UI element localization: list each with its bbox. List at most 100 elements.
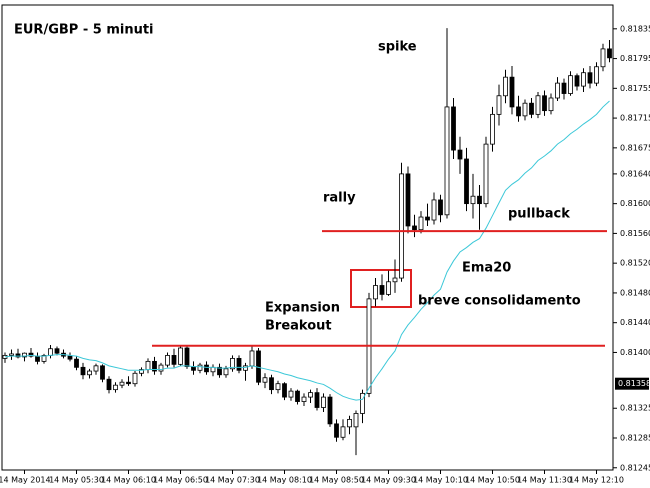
candle-body — [405, 173, 411, 227]
y-tick-label: 0.81480 — [620, 288, 650, 297]
candle-body — [529, 102, 534, 115]
candle-body — [308, 392, 313, 398]
candle-body — [399, 173, 404, 279]
candle-body — [197, 364, 203, 371]
candle-body — [568, 75, 573, 94]
candle-body — [93, 365, 99, 372]
candle-body — [48, 348, 53, 356]
annotation: pullback — [508, 207, 570, 222]
candle-body — [581, 72, 586, 87]
candle-body — [171, 355, 177, 365]
candle-body — [360, 392, 365, 414]
x-tick-label: 14 May 05:30 — [49, 476, 104, 485]
y-tick-label: 0.81520 — [620, 259, 650, 268]
candle-body — [314, 392, 320, 408]
y-tick-label: 0.81600 — [620, 199, 650, 208]
candle-body — [464, 158, 469, 205]
candle-body — [555, 82, 560, 99]
candle-body — [269, 377, 274, 391]
candle-body — [35, 355, 40, 362]
candle-body — [275, 383, 281, 391]
y-tick-label: 0.81560 — [620, 229, 650, 238]
x-tick-label: 14 May 10:10 — [413, 476, 468, 485]
y-tick-label: 0.81325 — [620, 404, 650, 413]
candle-body — [152, 360, 157, 372]
candle-body — [139, 369, 144, 374]
candle-body — [470, 195, 476, 205]
candle-body — [28, 352, 34, 357]
candle-body — [22, 352, 27, 358]
candle-body — [282, 383, 287, 398]
candle-body — [191, 366, 196, 371]
candle-body — [347, 419, 352, 428]
annotation: Expansion — [265, 301, 340, 316]
x-tick-label: 14 May 12:10 — [569, 476, 624, 485]
candle-body — [451, 106, 456, 151]
annotation: Ema20 — [462, 261, 511, 276]
candle-body — [438, 199, 443, 216]
y-tick-label: 0.81795 — [620, 54, 650, 63]
x-tick-label: 14 May 10:50 — [465, 476, 520, 485]
candle-body — [431, 199, 437, 221]
x-tick-label: 14 May 11:30 — [517, 476, 572, 485]
consolidation-box — [350, 269, 412, 308]
candle-body — [223, 368, 229, 376]
candle-body — [113, 384, 118, 391]
candle-body — [288, 390, 294, 398]
candle-body — [594, 66, 599, 84]
current-price-box — [615, 377, 649, 390]
candle-body — [373, 285, 378, 300]
x-tick-label: 14 May 09:30 — [361, 476, 416, 485]
chart-title: EUR/GBP - 5 minuti — [14, 23, 154, 38]
candle-body — [184, 347, 190, 367]
current-price-label: 0.81358 — [618, 379, 650, 388]
candle-body — [119, 381, 125, 386]
candle-body — [15, 353, 21, 358]
x-tick-label: 14 May 07:30 — [205, 476, 260, 485]
x-tick-label: 14 May 06:10 — [101, 476, 156, 485]
annotation: rally — [323, 191, 356, 206]
candle-body — [425, 216, 430, 221]
y-tick-label: 0.81675 — [620, 143, 650, 152]
candle-body — [379, 285, 385, 295]
ema-line — [4, 100, 610, 401]
candle-body — [516, 106, 521, 117]
candle-body — [243, 365, 248, 371]
candle-body — [327, 396, 333, 425]
candle-body — [236, 357, 242, 371]
y-tick-label: 0.81715 — [620, 114, 650, 123]
candle-body — [490, 113, 495, 145]
candle-body — [321, 396, 326, 408]
candle-body — [600, 48, 606, 68]
candle-body — [535, 95, 541, 115]
candle-body — [353, 413, 359, 428]
candle-body — [165, 355, 170, 366]
annotation: Breakout — [265, 319, 332, 334]
candle-body — [386, 281, 391, 295]
candle-body — [178, 347, 183, 365]
candle-body — [210, 366, 216, 373]
candle-body — [483, 143, 489, 205]
candle-body — [67, 355, 73, 360]
candle-body — [587, 72, 593, 84]
candle-body — [262, 377, 268, 383]
candle-body — [217, 366, 222, 376]
candle-body — [41, 355, 47, 362]
candle-body — [54, 348, 60, 354]
candle-body — [561, 82, 567, 94]
candle-body — [87, 370, 92, 376]
y-tick-label: 0.81640 — [620, 169, 650, 178]
candle-body — [249, 350, 255, 367]
x-tick-label: 14 May 08:50 — [309, 476, 364, 485]
candle-body — [80, 366, 86, 376]
candle-body — [457, 149, 463, 160]
candle-body — [444, 106, 450, 216]
y-tick-label: 0.81835 — [620, 24, 650, 33]
candle-body — [106, 378, 112, 391]
candle-body — [132, 372, 138, 385]
annotation: breve consolidamento — [418, 294, 581, 309]
candle-body — [522, 102, 528, 117]
candle-body — [100, 365, 105, 380]
candle-body — [477, 195, 482, 205]
